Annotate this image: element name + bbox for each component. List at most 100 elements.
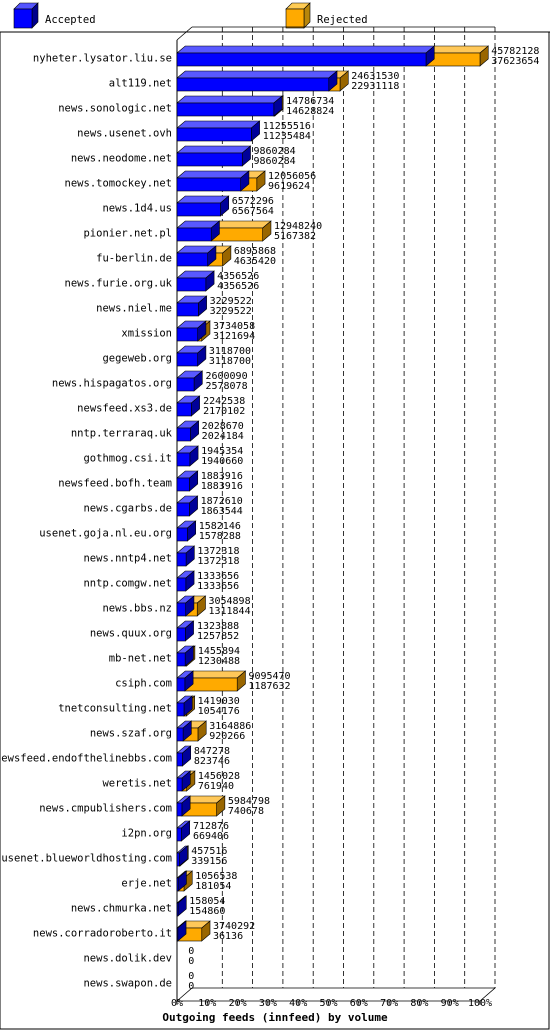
value-accepted: 0 [188,981,194,992]
value-offered: 2028670 [202,421,244,432]
value-accepted: 36136 [213,931,243,942]
category-label: news.chmurka.net [71,903,172,915]
value-accepted: 1054176 [198,706,240,717]
category-label: news.furie.org.uk [65,278,173,290]
bar-accepted [176,570,195,592]
value-offered: 1945354 [201,446,243,457]
bar-accepted [176,845,189,867]
chart-title: Outgoing feeds (innfeed) by volume [162,1011,388,1024]
category-labels: nyheter.lysator.liu.se alt119.net news.son… [0,53,173,990]
value-accepted: 3229522 [210,306,252,317]
category-label: news.niel.me [96,303,172,315]
value-accepted: 181054 [195,881,231,892]
bar-accepted [176,895,188,917]
value-offered: 3164886 [209,721,251,732]
value-offered: 1455894 [198,646,240,657]
bar-accepted [176,145,252,167]
value-offered: 457516 [191,846,227,857]
bars [176,45,490,942]
value-offered: 3229522 [210,296,252,307]
category-label: fu-berlin.de [96,253,172,265]
value-accepted: 920266 [209,731,245,742]
value-offered: 3118700 [209,346,251,357]
value-accepted: 1883916 [201,481,243,492]
category-label: news.cmpublishers.com [39,803,172,815]
category-label: news.dolik.dev [83,953,172,965]
bar-accepted [176,295,208,317]
value-accepted: 3118700 [209,356,251,367]
bar-accepted [176,395,201,417]
bar-accepted [176,595,195,617]
bar-accepted [176,670,194,692]
category-label: newsfeed.xs3.de [77,403,172,415]
bar-rejected [181,795,226,817]
category-label: erje.net [121,878,172,890]
value-offered: 14786734 [286,96,334,107]
bar-rejected [210,220,272,242]
value-accepted: 6567564 [232,206,274,217]
bar-accepted [176,370,204,392]
category-label: news.sonologic.net [58,103,172,115]
bar-rejected [184,670,247,692]
category-label: alt119.net [109,78,172,90]
category-label: newsfeed.bofh.team [58,478,172,490]
legend: Accepted Rejected [13,2,368,29]
category-label: nntp.terraraq.uk [71,428,173,440]
value-offered: 24631530 [351,71,399,82]
value-accepted: 1230488 [198,656,240,667]
value-offered: 1419030 [198,696,240,707]
bar-accepted [176,745,192,767]
category-label: news.hispagatos.org [52,378,172,390]
bar-rejected [425,45,490,67]
category-label: gothmog.csi.it [83,453,172,465]
category-label: pionier.net.pl [83,228,172,240]
value-accepted: 1372318 [197,556,239,567]
value-accepted: 2578078 [205,381,247,392]
value-accepted: 37623654 [491,56,539,67]
value-offered: 12056056 [268,171,316,182]
value-accepted: 1257852 [197,631,239,642]
grid [0,26,550,1030]
value-offered: 1582146 [199,521,241,532]
value-offered: 11255516 [263,121,311,132]
bar-accepted [176,420,200,442]
value-offered: 1872610 [201,496,243,507]
value-accepted: 5167382 [274,231,316,242]
value-offered: 12948240 [274,221,322,232]
category-label: gegeweb.org [102,353,172,365]
value-offered: 1323888 [197,621,239,632]
value-offered: 6895868 [234,246,276,257]
value-accepted: 4635420 [234,256,276,267]
value-offered: 1056538 [195,871,237,882]
category-label: news.neodome.net [71,153,172,165]
value-accepted: 823746 [194,756,230,767]
value-accepted: 9860284 [254,156,296,167]
bar-accepted [176,95,283,117]
bar-accepted [176,870,188,892]
value-offered: 2242538 [203,396,245,407]
bar-accepted [176,170,250,192]
bar-accepted [176,195,230,217]
value-offered: 847278 [194,746,230,757]
x-ticks: 0% 10% 20% 30% 40% 50% 60% 70% 80% 90% 100% [171,998,492,1009]
category-label: news.quux.org [90,628,172,640]
legend-label-rejected: Rejected [317,14,368,26]
value-accepted: 669406 [193,831,229,842]
category-label: news.cgarbs.de [83,503,172,515]
value-offered: 0 [188,946,194,957]
bar-accepted [176,720,193,742]
value-accepted: 14628824 [286,106,334,117]
category-label: news.bbs.nz [102,603,172,615]
bar-accepted [176,245,217,267]
value-offered: 712876 [193,821,229,832]
value-accepted: 11235484 [263,131,311,142]
value-accepted: 339156 [191,856,227,867]
category-label: tnetconsulting.net [58,703,172,715]
value-accepted: 740678 [228,806,264,817]
category-label: usenet.goja.nl.eu.org [39,528,172,540]
value-offered: 3054898 [208,596,250,607]
value-offered: 9095470 [248,671,290,682]
value-accepted: 1333656 [197,581,239,592]
value-offered: 1456028 [198,771,240,782]
